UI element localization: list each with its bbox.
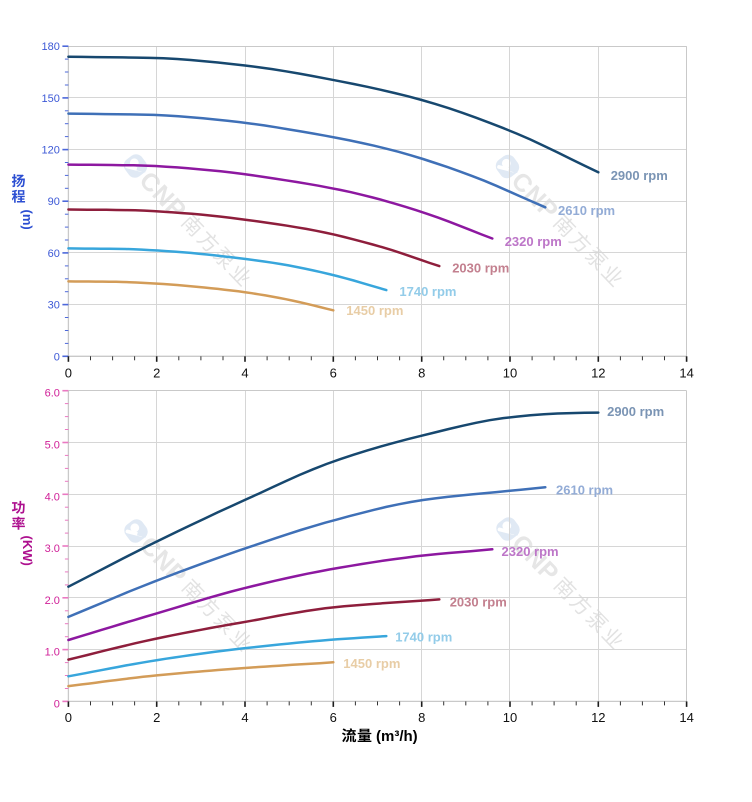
svg-text:1.0: 1.0 bbox=[45, 647, 60, 659]
svg-text:(KW): (KW) bbox=[20, 536, 35, 566]
svg-text:10: 10 bbox=[503, 366, 517, 381]
svg-text:60: 60 bbox=[48, 248, 60, 260]
svg-text:2900 rpm: 2900 rpm bbox=[607, 404, 664, 419]
svg-text:12: 12 bbox=[591, 366, 605, 381]
svg-text:2: 2 bbox=[153, 710, 160, 725]
svg-text:2900 rpm: 2900 rpm bbox=[611, 168, 668, 183]
svg-text:2610 rpm: 2610 rpm bbox=[558, 203, 615, 218]
svg-text:4: 4 bbox=[241, 710, 248, 725]
svg-text:1450 rpm: 1450 rpm bbox=[343, 656, 400, 671]
svg-text:6: 6 bbox=[330, 710, 337, 725]
svg-text:2.0: 2.0 bbox=[45, 595, 60, 607]
svg-text:5.0: 5.0 bbox=[45, 440, 60, 452]
svg-text:(m): (m) bbox=[20, 210, 35, 230]
svg-text:0: 0 bbox=[65, 710, 72, 725]
svg-text:8: 8 bbox=[418, 366, 425, 381]
svg-text:180: 180 bbox=[42, 41, 60, 53]
svg-text:6: 6 bbox=[330, 366, 337, 381]
svg-text:14: 14 bbox=[679, 366, 693, 381]
svg-text:1740 rpm: 1740 rpm bbox=[395, 629, 452, 644]
svg-text:2320 rpm: 2320 rpm bbox=[505, 234, 562, 249]
svg-text:2030 rpm: 2030 rpm bbox=[452, 260, 509, 275]
svg-text:14: 14 bbox=[679, 710, 693, 725]
svg-text:0: 0 bbox=[54, 351, 60, 363]
svg-text:120: 120 bbox=[42, 145, 60, 157]
svg-text:1740 rpm: 1740 rpm bbox=[399, 284, 456, 299]
svg-text:8: 8 bbox=[418, 710, 425, 725]
svg-text:2320 rpm: 2320 rpm bbox=[502, 544, 559, 559]
svg-text:10: 10 bbox=[503, 710, 517, 725]
svg-text:12: 12 bbox=[591, 710, 605, 725]
svg-text:(m³/h): (m³/h) bbox=[376, 728, 418, 745]
svg-text:0: 0 bbox=[54, 698, 60, 710]
svg-text:2: 2 bbox=[153, 366, 160, 381]
svg-text:30: 30 bbox=[48, 300, 60, 312]
svg-text:150: 150 bbox=[42, 93, 60, 105]
svg-text:6.0: 6.0 bbox=[45, 388, 60, 400]
svg-text:4: 4 bbox=[241, 366, 248, 381]
svg-text:0: 0 bbox=[65, 366, 72, 381]
svg-text:4.0: 4.0 bbox=[45, 491, 60, 503]
svg-text:2610 rpm: 2610 rpm bbox=[556, 483, 613, 498]
svg-text:90: 90 bbox=[48, 196, 60, 208]
svg-text:3.0: 3.0 bbox=[45, 543, 60, 555]
svg-text:1450 rpm: 1450 rpm bbox=[346, 303, 403, 318]
svg-text:2030 rpm: 2030 rpm bbox=[450, 595, 507, 610]
